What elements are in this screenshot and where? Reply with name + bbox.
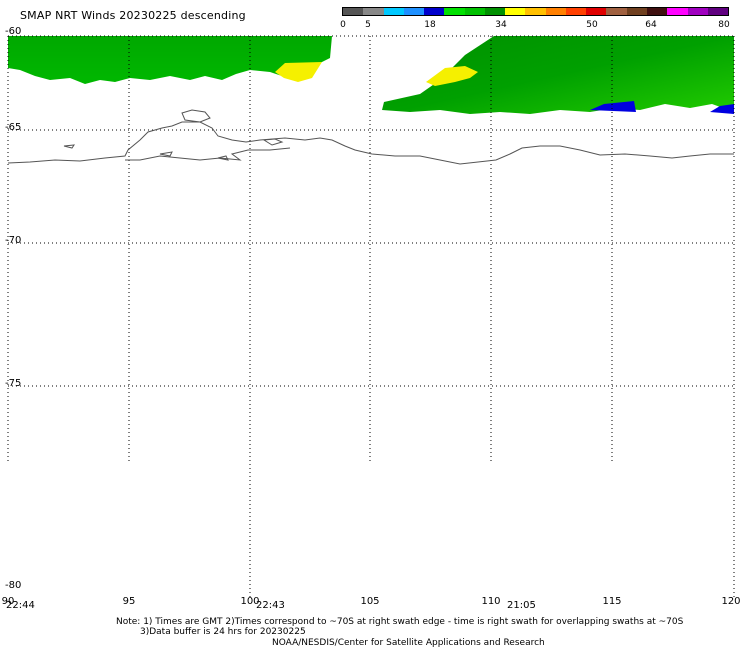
colorbar-label: 5 xyxy=(365,20,371,30)
lon-label: 100 xyxy=(240,596,260,607)
wind-yellow-left xyxy=(275,62,322,82)
lat-label: -60 xyxy=(5,26,22,37)
colorbar-label: 80 xyxy=(718,20,730,30)
wind-swath-left xyxy=(8,36,332,84)
lat-label: -80 xyxy=(5,580,22,591)
colorbar-segment xyxy=(484,8,506,15)
swath-time: 22:43 xyxy=(256,600,285,611)
colorbar-label: 64 xyxy=(645,20,657,30)
wind-speed-colorbar xyxy=(342,7,729,16)
colorbar-segment xyxy=(565,8,587,15)
colorbar-segment xyxy=(525,8,546,15)
lon-label: 115 xyxy=(602,596,622,607)
map-title: SMAP NRT Winds 20230225 descending xyxy=(20,9,246,22)
colorbar-segment xyxy=(403,8,425,15)
coastline xyxy=(7,109,734,165)
wind-blue-right-a xyxy=(590,101,636,112)
colorbar-segment xyxy=(687,8,708,15)
colorbar-segment xyxy=(545,8,566,15)
swath-time: 22:44 xyxy=(6,600,35,611)
colorbar-segment xyxy=(343,8,364,15)
lon-label: 105 xyxy=(360,596,380,607)
colorbar-segment xyxy=(606,8,627,15)
colorbar-label: 50 xyxy=(586,20,598,30)
note-line-3: NOAA/NESDIS/Center for Satellite Applica… xyxy=(272,638,545,648)
colorbar-segment xyxy=(707,8,729,15)
note-line-1: Note: 1) Times are GMT 2)Times correspon… xyxy=(116,617,684,627)
colorbar-segment xyxy=(505,8,526,15)
swath-time: 21:05 xyxy=(507,600,536,611)
lat-label: -75 xyxy=(5,378,22,389)
colorbar-label: 18 xyxy=(424,20,436,30)
colorbar-segment xyxy=(464,8,485,15)
colorbar-segment xyxy=(424,8,445,15)
wind-blue-right-b xyxy=(710,104,734,114)
colorbar-segment xyxy=(626,8,647,15)
note-line-2: 3)Data buffer is 24 hrs for 20230225 xyxy=(140,627,306,637)
wind-swath-right xyxy=(382,36,734,114)
colorbar-segment xyxy=(363,8,384,15)
lon-label: 95 xyxy=(122,596,136,607)
colorbar-segment xyxy=(383,8,404,15)
lat-label: -70 xyxy=(5,235,22,246)
colorbar-segment xyxy=(444,8,465,15)
wind-yellow-right xyxy=(426,66,478,86)
colorbar-segment xyxy=(646,8,668,15)
lon-label: 110 xyxy=(481,596,501,607)
lon-label: 90 xyxy=(1,596,15,607)
colorbar-label: 0 xyxy=(340,20,346,30)
lon-label: 120 xyxy=(721,596,740,607)
colorbar-segment xyxy=(667,8,688,15)
map-gridlines xyxy=(7,35,735,600)
lat-label: -65 xyxy=(5,122,22,133)
colorbar-label: 34 xyxy=(495,20,507,30)
colorbar-segment xyxy=(586,8,607,15)
